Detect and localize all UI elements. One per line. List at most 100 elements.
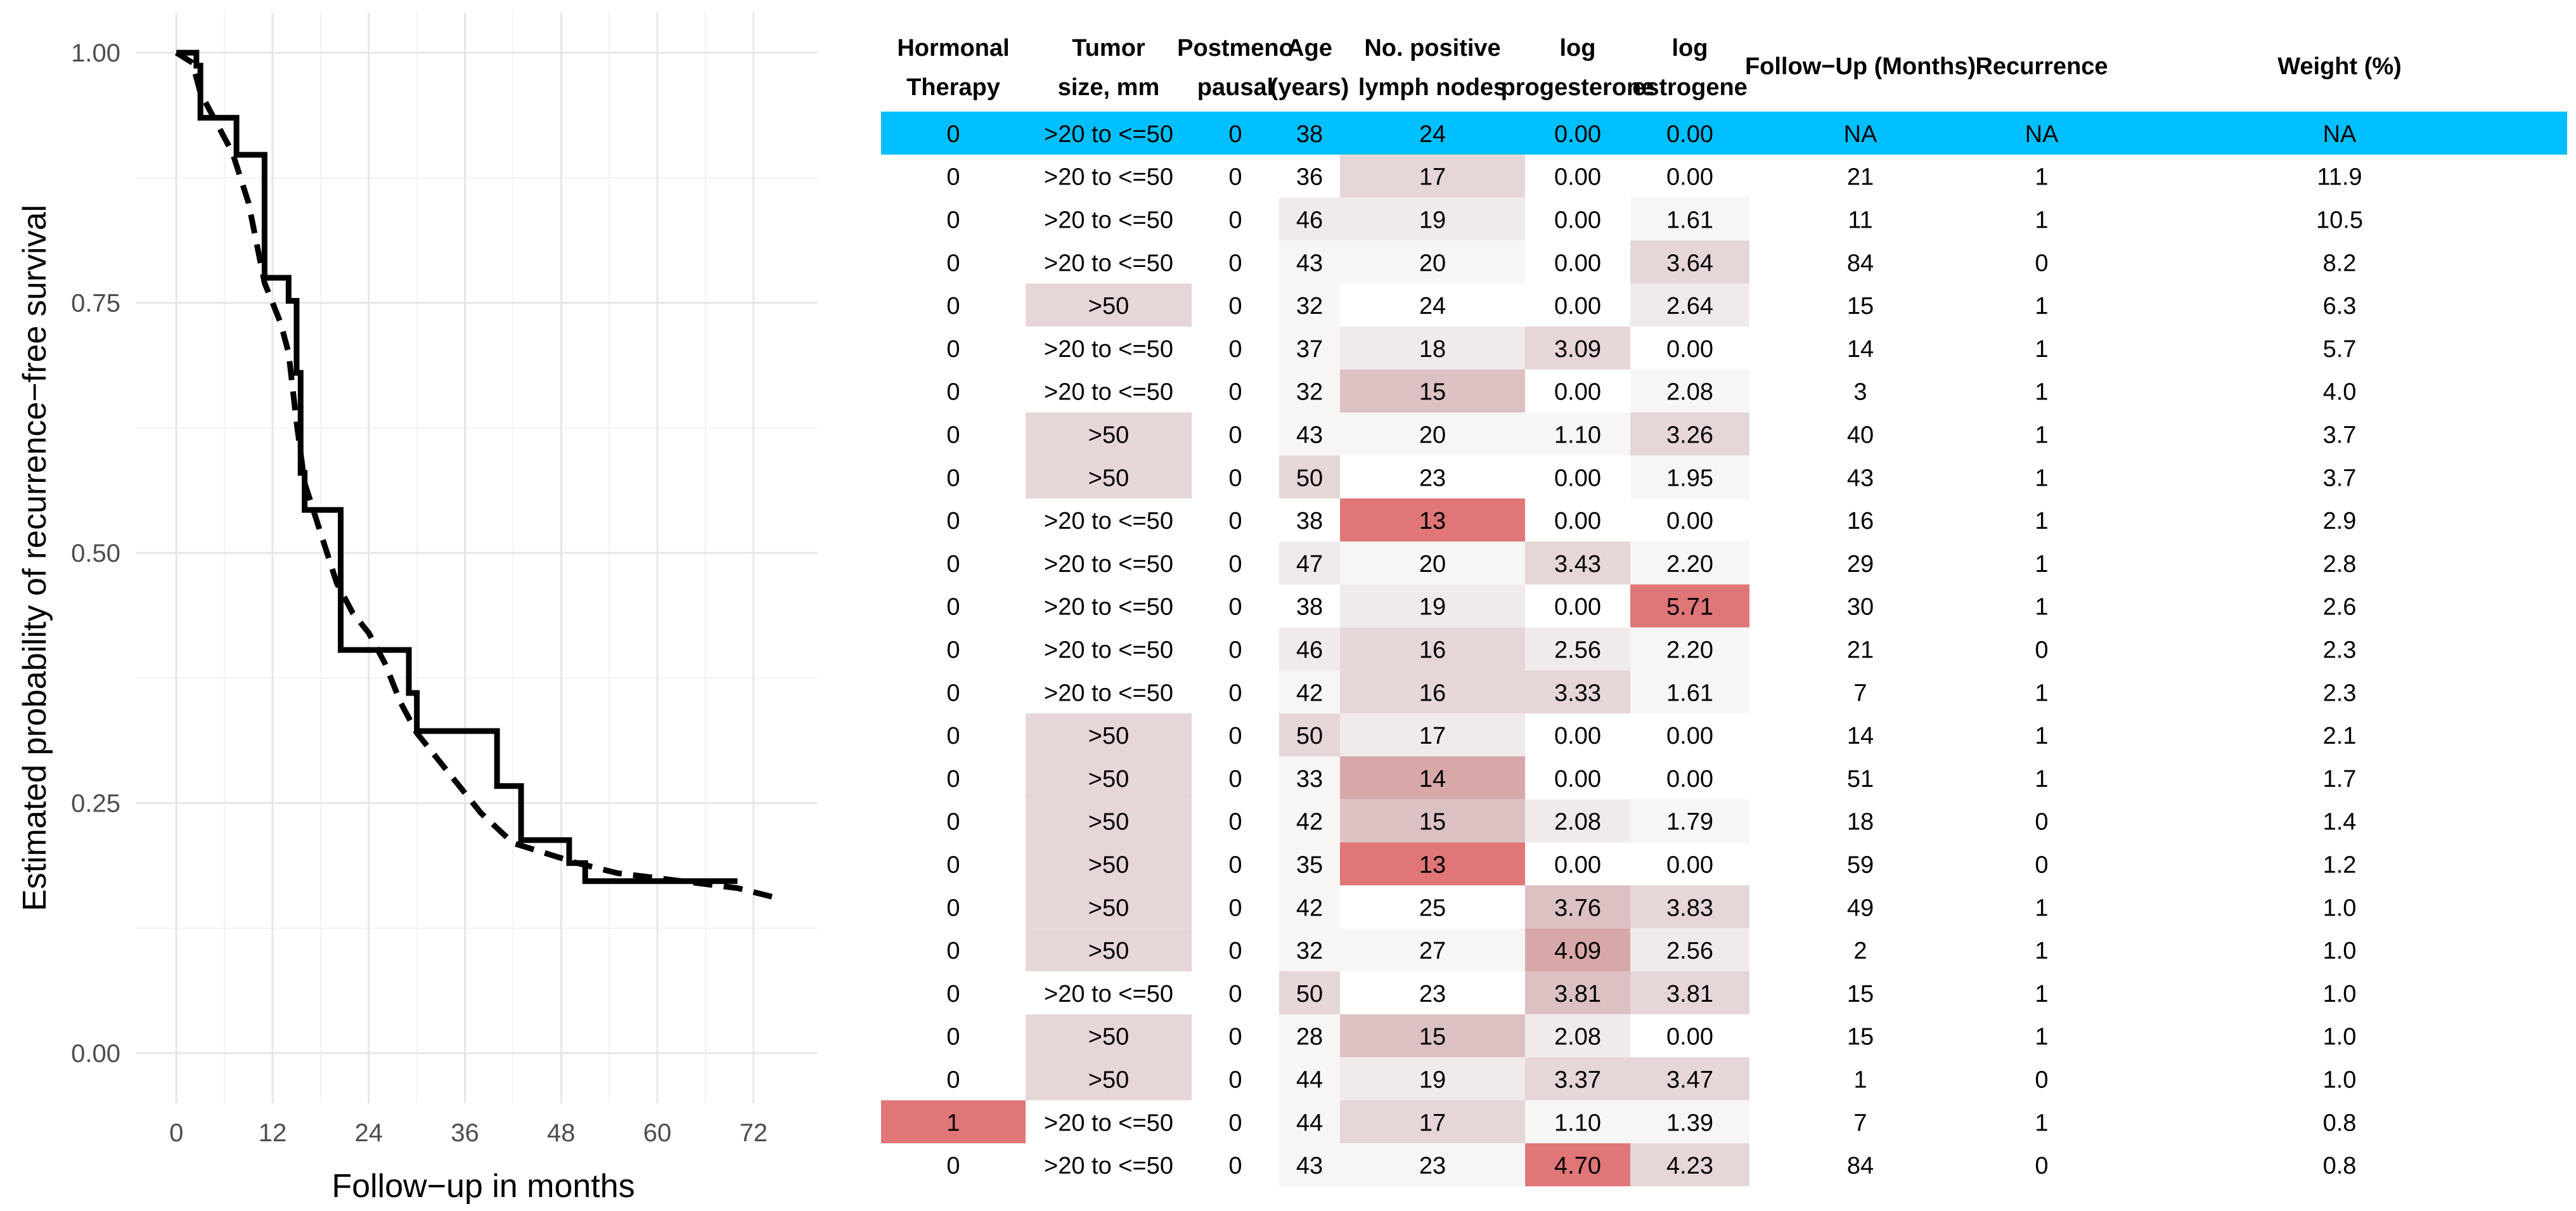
table-cell: 6.3 [2323, 293, 2357, 320]
table-cell: 37 [1296, 336, 1323, 363]
table-cell: 0 [1228, 1110, 1242, 1136]
table-row: 0 >50 0 44 19 3.37 3.47 1 0 1.0 [946, 1057, 2356, 1101]
table-cell: 24 [1419, 121, 1446, 148]
table-cell: 0 [2035, 852, 2048, 879]
cell-shade [1026, 799, 1192, 843]
table-row: 0 >20 to <=50 0 43 20 0.00 3.64 84 0 8.2 [946, 240, 2357, 284]
table-cell: 0 [946, 336, 960, 363]
table-cell: 0.00 [1554, 164, 1601, 191]
table-cell: 0.00 [1554, 121, 1601, 148]
table-cell: 0 [1228, 1024, 1242, 1051]
table-cell: 0.00 [1554, 207, 1601, 234]
cell-shade [1525, 885, 1630, 929]
table-cell: 0 [1228, 981, 1242, 1007]
table-cell: 0 [1228, 250, 1242, 276]
table-cell: 0 [946, 680, 960, 706]
table-cell: 36 [1296, 164, 1323, 191]
table-cell: 1 [2035, 1024, 2048, 1051]
cell-shade [1630, 1100, 1749, 1144]
column-header: progesterone [1501, 74, 1655, 101]
table-cell: >20 to <=50 [1044, 1153, 1173, 1179]
column-header: (years) [1270, 74, 1349, 101]
table-cell: >50 [1088, 938, 1129, 964]
table-row: 0 >50 0 42 15 2.08 1.79 18 0 1.4 [946, 799, 2356, 843]
table-cell: 42 [1296, 680, 1323, 706]
table-cell: >20 to <=50 [1044, 637, 1173, 664]
table-cell: >20 to <=50 [1044, 981, 1173, 1007]
table-cell: 0.00 [1666, 1024, 1713, 1051]
cell-shade [1525, 627, 1630, 671]
table-cell: 8.2 [2323, 250, 2357, 276]
table-cell: 15 [1847, 1024, 1874, 1051]
table-cell: 0 [946, 422, 960, 449]
table-cell: 43 [1296, 1153, 1323, 1179]
table-cell: 2.08 [1554, 1024, 1601, 1051]
table-cell: 1 [2035, 207, 2048, 234]
cell-shade [1630, 627, 1749, 671]
y-tick-label: 0.50 [71, 540, 120, 567]
table-cell: 0.8 [2323, 1153, 2357, 1179]
column-header: pausal [1197, 74, 1273, 101]
table-row: 0 >20 to <=50 0 47 20 3.43 2.20 29 1 2.8 [946, 541, 2356, 585]
table-cell: 1.95 [1666, 465, 1713, 491]
column-header: log [1672, 35, 1708, 62]
table-cell: 50 [1296, 723, 1323, 749]
table-cell: 0 [1228, 594, 1242, 621]
cell-shade [1026, 412, 1192, 456]
table-cell: 0 [1228, 293, 1242, 320]
table-row: 0 >50 0 42 25 3.76 3.83 49 1 1.0 [946, 885, 2356, 929]
table-cell: 19 [1419, 594, 1446, 621]
y-tick-label: 0.25 [71, 790, 120, 818]
table-cell: >50 [1088, 1024, 1129, 1051]
table-row: 0 >20 to <=50 0 38 13 0.00 0.00 16 1 2.9 [946, 498, 2356, 541]
table-cell: 3.81 [1554, 981, 1601, 1007]
cell-shade [1525, 1143, 1630, 1186]
cell-shade [1340, 842, 1525, 886]
table-cell: 3.81 [1666, 981, 1713, 1007]
table-cell: 0 [1228, 680, 1242, 706]
table-cell: 0 [2035, 809, 2048, 836]
cell-shade [1630, 541, 1749, 585]
cell-shade [1026, 283, 1192, 327]
column-header: Follow−Up (Months) [1745, 53, 1976, 80]
table-row: 0 >50 0 50 23 0.00 1.95 43 1 3.7 [946, 455, 2357, 499]
table-cell: 0.00 [1666, 336, 1713, 363]
x-tick-label: 0 [169, 1119, 183, 1147]
table-row: 0 >20 to <=50 0 36 17 0.00 0.00 21 1 11.9 [946, 154, 2362, 198]
table-cell: 0 [1228, 1153, 1242, 1179]
table-cell: 27 [1419, 938, 1446, 964]
cell-shade [1340, 154, 1525, 198]
column-header: Hormonal [897, 35, 1009, 62]
table-cell: 0 [946, 250, 960, 276]
table-cell: 3 [1853, 379, 1867, 406]
x-tick-label: 48 [547, 1119, 576, 1147]
table-cell: 33 [1296, 766, 1323, 793]
cell-shade [1630, 971, 1749, 1014]
table-cell: 40 [1847, 422, 1874, 449]
table-cell: 0.00 [1666, 723, 1713, 749]
table-cell: 0 [1228, 508, 1242, 534]
table-cell: 1 [2035, 164, 2048, 191]
table-cell: 20 [1419, 422, 1446, 449]
table-cell: 4.23 [1666, 1153, 1713, 1179]
table-cell: >50 [1088, 1067, 1129, 1094]
table-cell: >20 to <=50 [1044, 164, 1173, 191]
cell-shade [1340, 327, 1525, 370]
table-cell: 3.7 [2323, 465, 2357, 491]
table-cell: 16 [1419, 637, 1446, 664]
column-header: Weight (%) [2277, 53, 2402, 80]
table-row: 1 >20 to <=50 0 44 17 1.10 1.39 7 1 0.8 [881, 1100, 2356, 1144]
cell-shade [1340, 541, 1525, 585]
table-cell: 11 [1848, 207, 1872, 234]
cell-shade [1279, 1057, 1340, 1101]
table-cell: 46 [1296, 637, 1323, 664]
cell-shade [1340, 584, 1525, 628]
cell-shade [1026, 928, 1192, 971]
table-cell: 0 [1228, 809, 1242, 836]
cell-shade [1340, 1100, 1525, 1144]
table-cell: 0 [2035, 1067, 2048, 1094]
table-cell: 0.00 [1554, 766, 1601, 793]
cell-shade [1525, 1057, 1630, 1101]
cell-shade [1340, 1014, 1525, 1058]
table-cell: 32 [1296, 293, 1323, 320]
